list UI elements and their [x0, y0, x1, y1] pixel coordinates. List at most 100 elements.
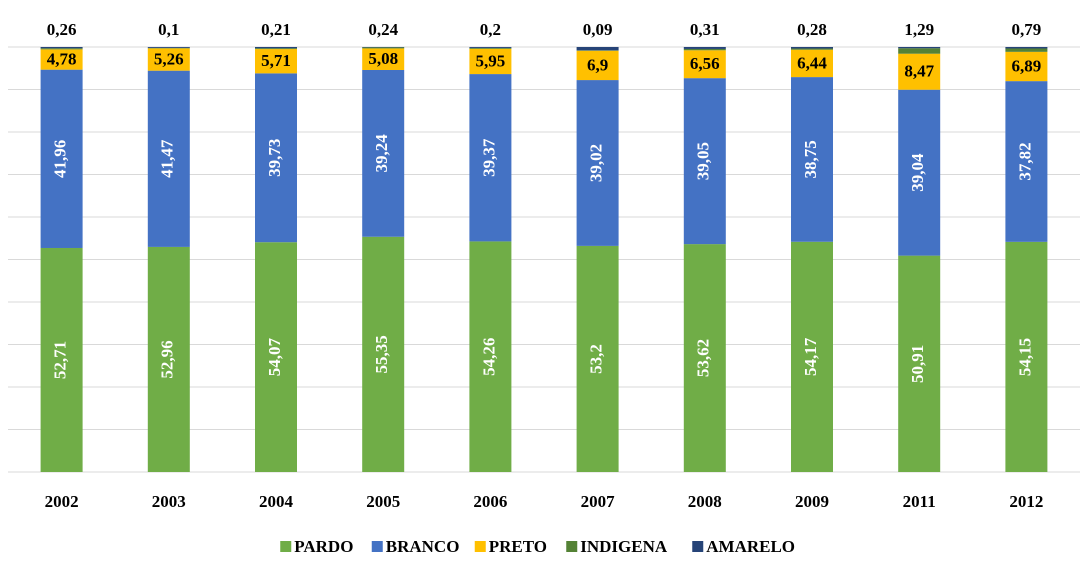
- legend-swatch: [474, 541, 486, 552]
- data-label: 4,78: [47, 49, 77, 68]
- bar-segment: [469, 48, 512, 75]
- data-label: 0,31: [690, 20, 720, 39]
- data-label: 5,08: [368, 49, 398, 68]
- data-label: 41,47: [158, 139, 177, 178]
- data-label: 0,24: [368, 20, 398, 39]
- data-label: 1,29: [904, 20, 934, 39]
- bar-segment: [683, 50, 726, 79]
- bar-segment: [791, 47, 833, 49]
- data-label: 55,35: [372, 335, 391, 373]
- data-label: 0,26: [47, 20, 77, 39]
- data-label: 5,26: [154, 49, 184, 68]
- data-label: 39,04: [908, 153, 927, 192]
- bar-segment: [576, 245, 619, 472]
- x-tick-label: 2004: [259, 492, 294, 511]
- bar-segment: [898, 47, 941, 49]
- bar-segment: [362, 69, 405, 237]
- data-label: 8,47: [904, 62, 934, 81]
- bar-segment: [576, 50, 619, 81]
- data-label: 5,95: [476, 51, 506, 70]
- bar-segment: [576, 80, 619, 246]
- x-tick-label: 2006: [473, 492, 507, 511]
- data-label: 39,24: [372, 134, 391, 173]
- data-label: 54,26: [479, 338, 498, 376]
- data-label: 39,02: [587, 144, 606, 182]
- data-label: 0,21: [261, 20, 291, 39]
- x-tick-label: 2002: [45, 492, 79, 511]
- bar-segment: [255, 242, 297, 472]
- legend-swatch: [566, 541, 578, 552]
- bar-segment: [362, 48, 405, 70]
- data-label: 39,37: [479, 138, 498, 177]
- data-label: 0,28: [797, 20, 827, 39]
- bar-segment: [255, 48, 297, 50]
- bar-segment: [147, 70, 190, 247]
- bar-segment: [683, 48, 726, 51]
- bar-segment: [683, 244, 726, 472]
- data-label: 6,89: [1012, 56, 1042, 75]
- bar-segment: [40, 49, 83, 70]
- legend-label: PARDO: [294, 537, 353, 556]
- data-label: 53,2: [587, 344, 606, 374]
- bar-segment: [791, 48, 833, 50]
- bar-segment: [1005, 241, 1048, 472]
- legend-label: INDIGENA: [580, 537, 668, 556]
- bar-segment: [683, 47, 726, 49]
- bar-segment: [255, 47, 297, 49]
- x-tick-label: 2012: [1009, 492, 1043, 511]
- bar-segment: [255, 49, 297, 74]
- data-label: 0,1: [158, 20, 179, 39]
- x-tick-label: 2011: [903, 492, 936, 511]
- data-label: 39,05: [694, 142, 713, 180]
- legend-swatch: [692, 541, 704, 552]
- bar-segment: [469, 241, 512, 472]
- bar-segment: [791, 241, 833, 472]
- data-label: 38,75: [801, 140, 820, 178]
- bar-segment: [791, 77, 833, 242]
- bar-segment: [898, 89, 941, 256]
- bar-segment: [683, 78, 726, 245]
- bar-segment: [255, 73, 297, 243]
- legend-swatch: [371, 541, 383, 552]
- data-label: 54,15: [1015, 338, 1034, 376]
- legend-label: AMARELO: [706, 537, 795, 556]
- data-label: 5,71: [261, 51, 291, 70]
- data-label: 50,91: [908, 345, 927, 383]
- data-label: 54,17: [801, 337, 820, 376]
- data-label: 53,62: [694, 339, 713, 377]
- bar-segment: [1005, 51, 1048, 82]
- bar-segment: [147, 47, 190, 48]
- bar-segment: [469, 74, 512, 242]
- bar-segment: [469, 47, 512, 49]
- data-label: 0,79: [1012, 20, 1042, 39]
- bar-segment: [362, 236, 405, 472]
- data-label: 39,73: [265, 139, 284, 177]
- data-label: 52,96: [158, 340, 177, 378]
- data-label: 6,9: [587, 55, 608, 74]
- legend-swatch: [280, 541, 292, 552]
- data-label: 0,09: [583, 20, 613, 39]
- legend-label: BRANCO: [386, 537, 460, 556]
- bar-segment: [576, 47, 619, 51]
- bar-segment: [1005, 48, 1048, 52]
- bar-segment: [898, 255, 941, 472]
- bar-segment: [40, 48, 83, 50]
- x-tick-label: 2007: [581, 492, 616, 511]
- bar-segment: [1005, 81, 1048, 242]
- bar-segment: [791, 49, 833, 78]
- bar-segment: [469, 47, 512, 48]
- x-tick-label: 2008: [688, 492, 722, 511]
- bar-segment: [898, 48, 941, 54]
- legend-label: PRETO: [489, 537, 547, 556]
- bar-segment: [898, 53, 941, 90]
- x-tick-label: 2009: [795, 492, 829, 511]
- bar-segment: [40, 69, 83, 248]
- data-label: 6,44: [797, 53, 827, 72]
- data-label: 52,71: [51, 341, 70, 379]
- bar-segment: [1005, 47, 1048, 49]
- bar-segment: [362, 47, 405, 49]
- bar-segment: [147, 246, 190, 472]
- data-label: 54,07: [265, 337, 284, 376]
- data-label: 41,96: [51, 140, 70, 178]
- data-label: 0,2: [480, 20, 501, 39]
